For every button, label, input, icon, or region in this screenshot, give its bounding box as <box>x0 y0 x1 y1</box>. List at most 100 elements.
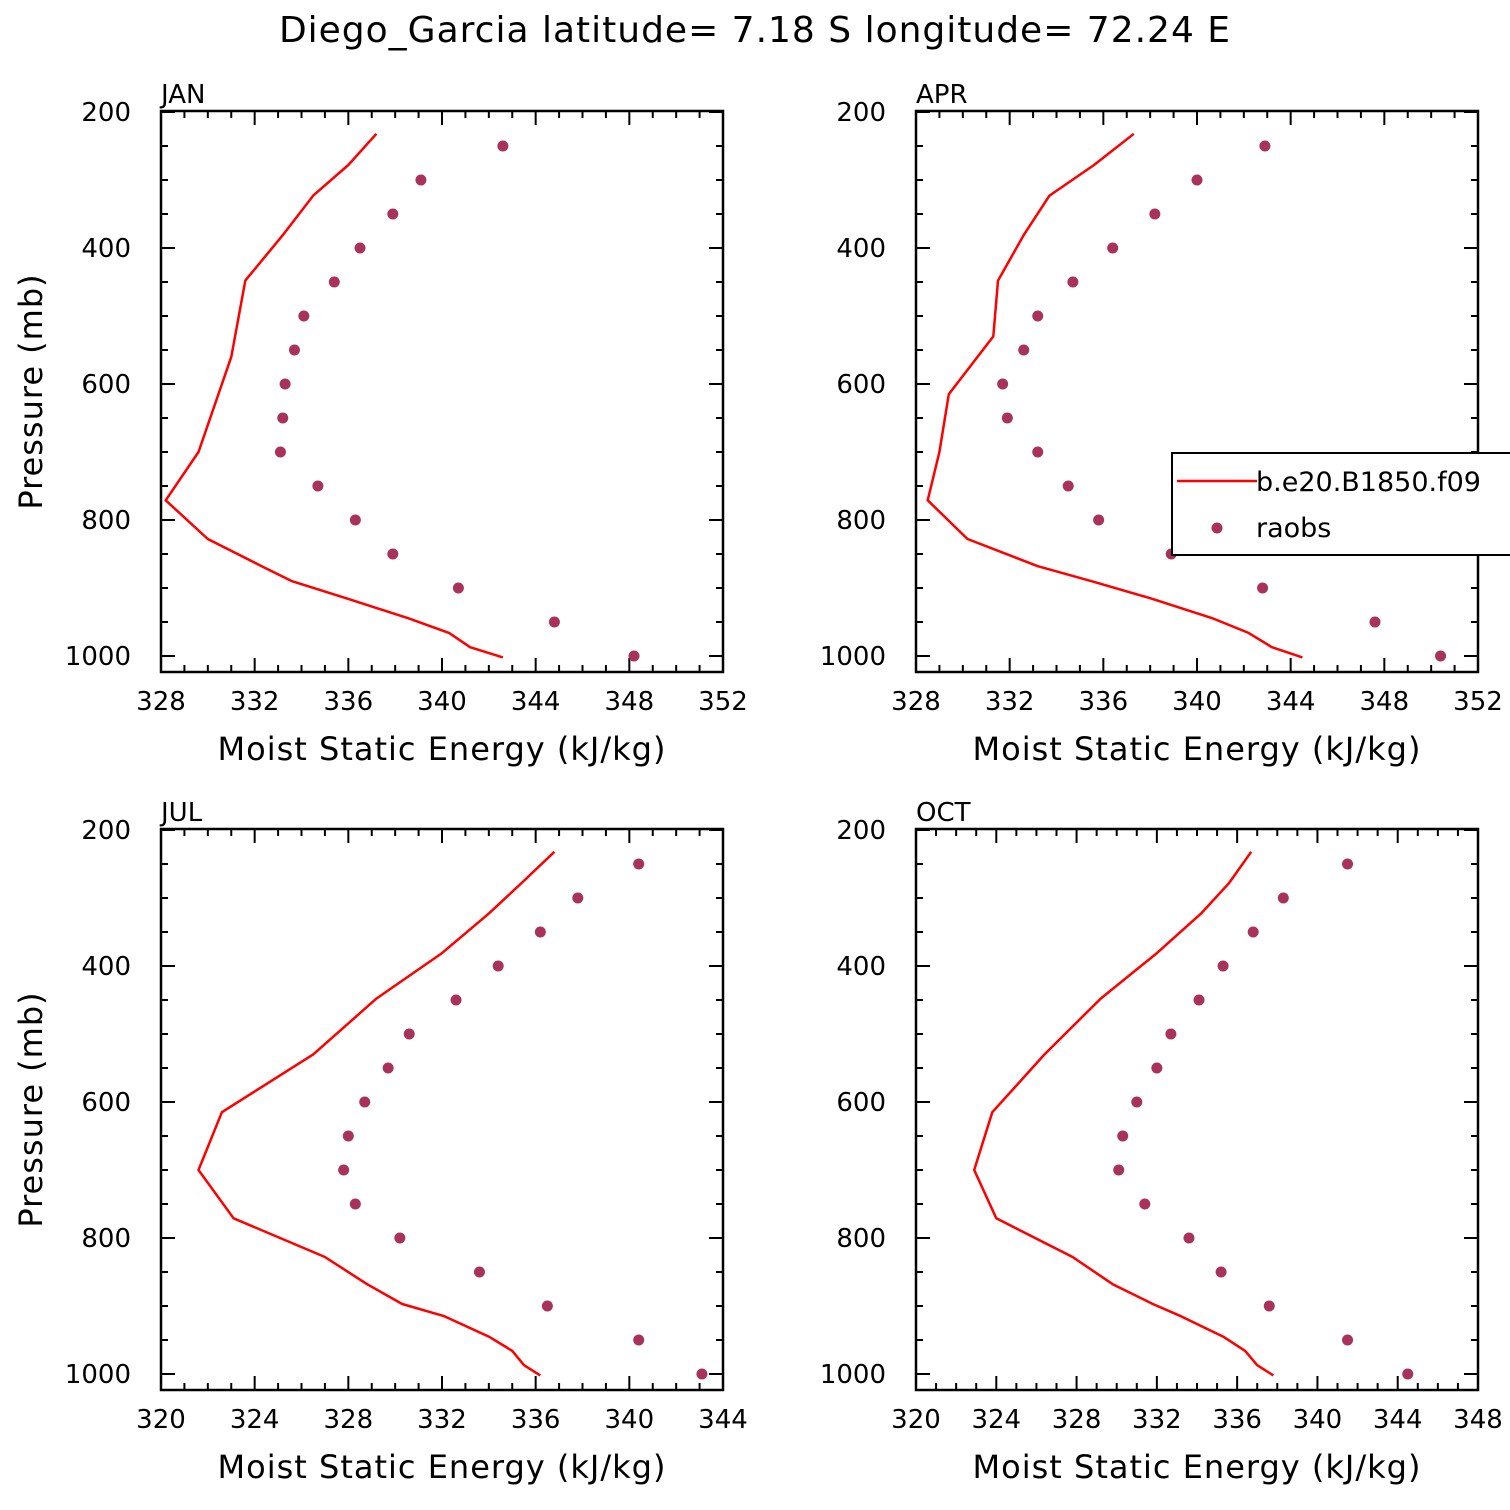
x-tick-label: 344 <box>511 687 561 717</box>
y-tick-label: 1000 <box>65 1360 131 1390</box>
x-tick-label: 348 <box>605 687 655 717</box>
x-tick-label: 340 <box>1293 1405 1343 1435</box>
raobs-point <box>359 1096 371 1108</box>
x-tick-label: 328 <box>324 1405 374 1435</box>
x-tick-label: 324 <box>971 1405 1021 1435</box>
panel-oct: 320 324 328 332 336 340 344 348 200 400 600 800 1000… <box>820 798 1503 1486</box>
raobs-point <box>1018 344 1030 356</box>
raobs-point <box>1117 1130 1129 1142</box>
raobs-point <box>1032 310 1044 322</box>
y-tick-label: 600 <box>836 1088 886 1118</box>
raobs-point <box>628 650 640 662</box>
raobs-point <box>696 1368 708 1380</box>
y-axis-label: Pressure (mb) <box>12 991 50 1227</box>
raobs-point <box>349 514 361 526</box>
y-tick-label: 400 <box>81 952 131 982</box>
plot-frame <box>914 109 1480 674</box>
legend-box <box>1171 452 1510 556</box>
x-tick-label: 320 <box>891 1405 941 1435</box>
raobs-point <box>274 446 286 458</box>
plot-area <box>197 850 708 1380</box>
raobs-point <box>1402 1368 1414 1380</box>
y-tick-label: 200 <box>81 98 131 128</box>
panel-label: JAN <box>159 80 205 110</box>
x-tick-label: 332 <box>985 687 1035 717</box>
x-tick-label: 328 <box>891 687 941 717</box>
raobs-point <box>387 548 399 560</box>
raobs-point <box>452 582 464 594</box>
raobs-point <box>328 276 340 288</box>
y-tick-label: 200 <box>836 98 886 128</box>
raobs-point <box>1191 174 1203 186</box>
model-series-line <box>164 132 504 659</box>
x-axis-label: Moist Static Energy (kJ/kg) <box>218 730 667 768</box>
raobs-point <box>394 1232 406 1244</box>
x-tick-label: 332 <box>1132 1405 1182 1435</box>
raobs-point <box>1107 242 1119 254</box>
panel-label: OCT <box>916 798 971 828</box>
raobs-point <box>497 140 509 152</box>
x-axis-label: Moist Static Energy (kJ/kg) <box>973 1448 1422 1486</box>
plot-area <box>164 132 640 662</box>
raobs-point <box>1369 616 1381 628</box>
raobs-point <box>1342 1334 1354 1346</box>
y-tick-label: 800 <box>836 1224 886 1254</box>
x-tick-label: 332 <box>230 687 280 717</box>
plot-frame <box>159 109 725 674</box>
x-tick-label: 344 <box>1266 687 1316 717</box>
y-tick-label: 800 <box>81 1224 131 1254</box>
raobs-point <box>1277 892 1289 904</box>
raobs-point <box>1217 960 1229 972</box>
panel-apr: 328 332 336 340 344 348 352 200 400 600 800 1000 APR… <box>820 80 1510 768</box>
raobs-point <box>403 1028 415 1040</box>
raobs-point <box>997 378 1009 390</box>
raobs-point <box>1032 446 1044 458</box>
raobs-point <box>1183 1232 1195 1244</box>
raobs-point <box>1139 1198 1151 1210</box>
raobs-point <box>1062 480 1074 492</box>
raobs-point <box>1149 208 1161 220</box>
raobs-point <box>288 344 300 356</box>
x-tick-label: 336 <box>1079 687 1129 717</box>
raobs-point <box>298 310 310 322</box>
raobs-point <box>415 174 427 186</box>
raobs-point <box>1193 994 1205 1006</box>
x-tick-label: 336 <box>324 687 374 717</box>
x-tick-label: 344 <box>698 1405 748 1435</box>
raobs-point <box>382 1062 394 1074</box>
raobs-point <box>1215 1266 1227 1278</box>
raobs-point <box>1435 650 1447 662</box>
y-tick-label: 1000 <box>820 1360 886 1390</box>
raobs-point <box>1001 412 1013 424</box>
y-axis-label: Pressure (mb) <box>12 273 50 509</box>
y-tick-label: 1000 <box>65 642 131 672</box>
raobs-point <box>277 412 289 424</box>
x-axis-label: Moist Static Energy (kJ/kg) <box>218 1448 667 1486</box>
raobs-point <box>1131 1096 1143 1108</box>
x-tick-label: 328 <box>136 687 186 717</box>
y-tick-label: 600 <box>836 370 886 400</box>
x-tick-label: 332 <box>417 1405 467 1435</box>
raobs-point <box>1257 582 1269 594</box>
raobs-point <box>572 892 584 904</box>
raobs-point <box>387 208 399 220</box>
x-tick-label: 352 <box>1453 687 1503 717</box>
panel-jul: 320 324 328 332 336 340 344 200 400 600 800 1000 JUL… <box>12 798 748 1486</box>
x-tick-label: 348 <box>1360 687 1410 717</box>
model-series-line <box>926 132 1303 659</box>
x-tick-label: 320 <box>136 1405 186 1435</box>
page-title: Diego_Garcia latitude= 7.18 S longitude=… <box>278 10 1232 51</box>
raobs-point <box>492 960 504 972</box>
x-tick-label: 352 <box>698 687 748 717</box>
plot-area <box>926 132 1447 662</box>
y-tick-label: 800 <box>81 506 131 536</box>
y-tick-label: 800 <box>836 506 886 536</box>
y-tick-label: 200 <box>81 816 131 846</box>
raobs-point <box>354 242 366 254</box>
plot-frame <box>159 827 725 1392</box>
raobs-point <box>279 378 291 390</box>
x-tick-label: 340 <box>1172 687 1222 717</box>
raobs-point <box>541 1300 553 1312</box>
x-axis-label: Moist Static Energy (kJ/kg) <box>973 730 1422 768</box>
y-tick-label: 200 <box>836 816 886 846</box>
